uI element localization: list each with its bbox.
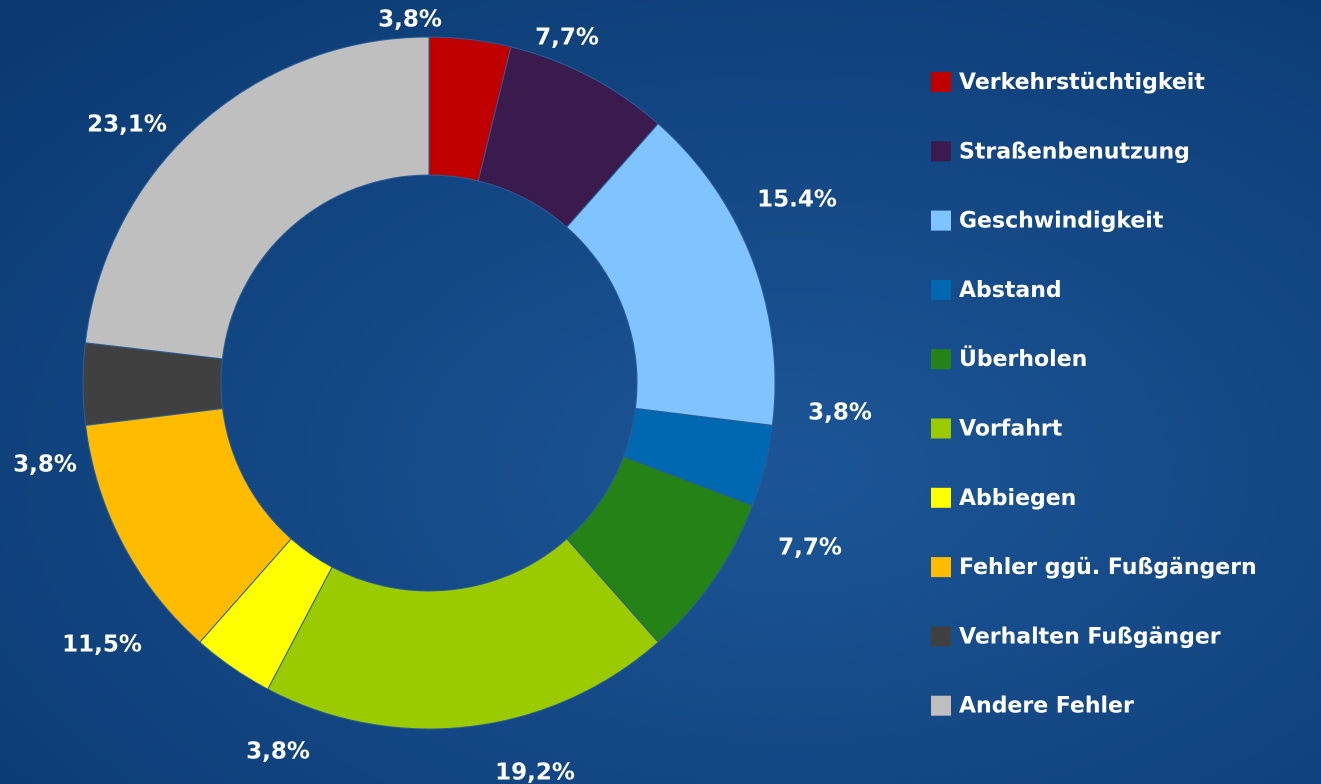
legend-swatch xyxy=(931,72,951,92)
legend-swatch xyxy=(931,141,951,161)
legend-swatch xyxy=(931,211,951,231)
legend-swatch xyxy=(931,488,951,508)
legend-swatch xyxy=(931,696,951,716)
chart: 3,8% 7,7% 15.4% 3,8% 7,7% 19,2% 3,8% 11,5% 3,8% 2… xyxy=(0,0,1321,784)
legend-label: Geschwindigkeit xyxy=(959,209,1164,234)
legend-label: Überholen xyxy=(959,346,1087,372)
legend-label: Straßenbenutzung xyxy=(959,139,1190,164)
value-label: 7,7% xyxy=(778,535,842,561)
legend-label: Verkehrstüchtigkeit xyxy=(959,70,1205,95)
page: {"chart_data": {"type": "donut", "catego… xyxy=(0,0,1321,784)
value-label: 7,7% xyxy=(535,25,599,51)
legend-swatch xyxy=(931,349,951,369)
legend-label: Andere Fehler xyxy=(959,694,1134,719)
legend-swatch xyxy=(931,557,951,577)
value-label: 3,8% xyxy=(378,7,442,33)
value-label: 23,1% xyxy=(87,112,167,138)
value-label: 3,8% xyxy=(246,739,310,765)
value-label: 19,2% xyxy=(495,760,575,784)
legend-label: Abbiegen xyxy=(959,486,1076,511)
legend-label: Verhalten Fußgänger xyxy=(959,624,1221,649)
value-label: 11,5% xyxy=(62,632,142,658)
legend-swatch xyxy=(931,419,951,439)
legend-label: Abstand xyxy=(959,278,1062,303)
value-label: 15.4% xyxy=(757,187,837,213)
legend-swatch xyxy=(931,626,951,646)
legend-label: Fehler ggü. Fußgängern xyxy=(959,555,1257,580)
legend-label: Vorfahrt xyxy=(959,417,1063,442)
value-label: 3,8% xyxy=(13,452,77,478)
legend-swatch xyxy=(931,280,951,300)
value-label: 3,8% xyxy=(808,400,872,426)
